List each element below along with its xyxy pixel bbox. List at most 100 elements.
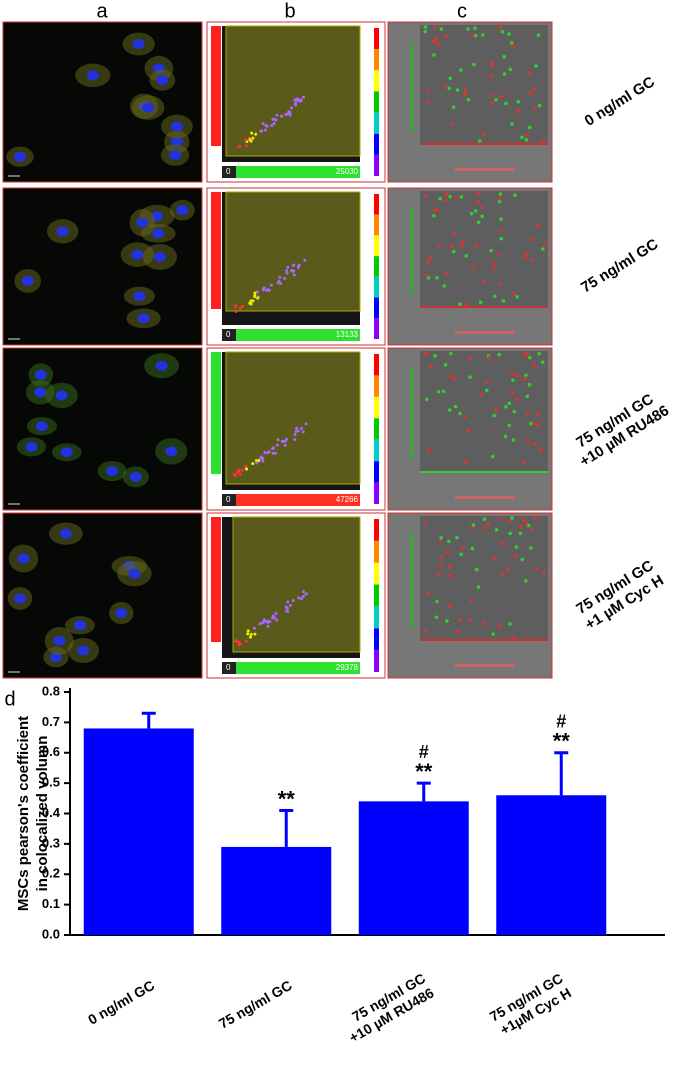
nucleus — [128, 568, 141, 579]
voxel — [530, 238, 534, 242]
voxel — [476, 220, 481, 225]
voxel — [451, 232, 456, 236]
voxel — [464, 460, 469, 465]
voxel — [475, 199, 480, 204]
scatter-dot — [234, 639, 238, 643]
voxel — [451, 249, 456, 254]
voxel — [489, 60, 494, 65]
nucleus — [34, 369, 47, 380]
scatter-dot — [272, 117, 276, 121]
volume-green — [410, 208, 413, 295]
voxel — [490, 101, 494, 105]
x-color-bar — [236, 329, 360, 341]
volume-scale — [455, 331, 515, 334]
voxel — [507, 32, 511, 36]
voxel — [438, 563, 443, 567]
scatter-dot — [276, 438, 280, 442]
bar — [221, 846, 332, 935]
voxel — [467, 356, 472, 360]
voxel — [482, 517, 487, 521]
voxel — [470, 599, 474, 604]
panel-letter: a — [96, 0, 108, 22]
voxel — [423, 25, 428, 29]
y-tick-label: 0.2 — [42, 866, 60, 881]
voxel — [500, 29, 505, 34]
voxel — [531, 257, 535, 262]
voxel — [438, 196, 442, 201]
significance: ** — [553, 729, 571, 754]
voxel — [448, 573, 452, 578]
voxel — [536, 223, 541, 228]
voxel — [461, 240, 465, 245]
nucleus — [115, 608, 128, 619]
voxel — [524, 521, 529, 526]
scatter-dot — [255, 290, 259, 294]
voxel — [508, 531, 513, 536]
nucleus — [165, 446, 178, 457]
voxel — [537, 103, 542, 108]
scatter-dot — [244, 467, 248, 471]
voxel — [449, 374, 453, 378]
nucleus — [77, 645, 90, 656]
scatter-dot — [295, 426, 299, 430]
voxel — [447, 565, 452, 569]
voxel — [491, 632, 496, 636]
voxel — [509, 41, 514, 45]
scatter-max: 25030 — [336, 167, 359, 176]
scatter-dot — [288, 110, 292, 114]
scatter-dot — [237, 640, 241, 644]
voxel — [472, 62, 476, 67]
voxel — [515, 295, 520, 299]
voxel — [444, 191, 449, 196]
scatter-dot — [254, 132, 258, 136]
voxel — [501, 572, 505, 577]
x-tick-label: 75 ng/ml GC+1µM Cyc H — [487, 970, 574, 1039]
scatter-min: 0 — [226, 495, 231, 504]
voxel — [478, 300, 483, 305]
voxel — [504, 405, 508, 409]
voxel — [464, 254, 469, 258]
voxel — [455, 88, 460, 92]
x-color-bar — [236, 166, 360, 178]
voxel — [540, 360, 545, 364]
y-tick-label: 0.3 — [42, 835, 60, 850]
voxel — [423, 29, 427, 34]
nucleus — [59, 528, 72, 539]
voxel — [447, 408, 452, 412]
scatter-dot — [234, 310, 238, 314]
quadrant — [225, 191, 361, 312]
voxel — [456, 629, 460, 634]
scatter-dot — [291, 599, 295, 603]
nucleus — [156, 75, 169, 86]
scatter-dot — [240, 468, 244, 472]
voxel — [534, 516, 538, 521]
scatter-dot — [284, 605, 288, 609]
voxel — [431, 213, 436, 218]
voxel — [529, 91, 533, 96]
voxel — [526, 523, 531, 528]
scatter-dot — [254, 459, 258, 463]
voxel — [458, 302, 462, 306]
voxel — [486, 522, 491, 527]
significance: # — [419, 742, 429, 762]
scatter-dot — [286, 600, 290, 604]
voxel — [487, 355, 492, 360]
scatter-dot — [280, 439, 284, 443]
scatter-dot — [244, 464, 248, 468]
y-color-bar — [211, 517, 221, 642]
voxel — [463, 87, 468, 92]
scatter-dot — [283, 276, 287, 280]
voxel — [520, 135, 524, 140]
voxel — [436, 389, 441, 394]
lut-bar — [374, 540, 379, 563]
voxel — [507, 423, 511, 428]
volume-scale — [455, 168, 515, 171]
bar — [83, 728, 194, 935]
voxel — [443, 198, 448, 203]
scatter-dot — [294, 429, 298, 433]
lut-bar — [374, 70, 379, 92]
voxel — [474, 567, 479, 572]
lut-bar — [374, 91, 379, 113]
voxel — [441, 389, 446, 394]
voxel — [533, 105, 537, 110]
